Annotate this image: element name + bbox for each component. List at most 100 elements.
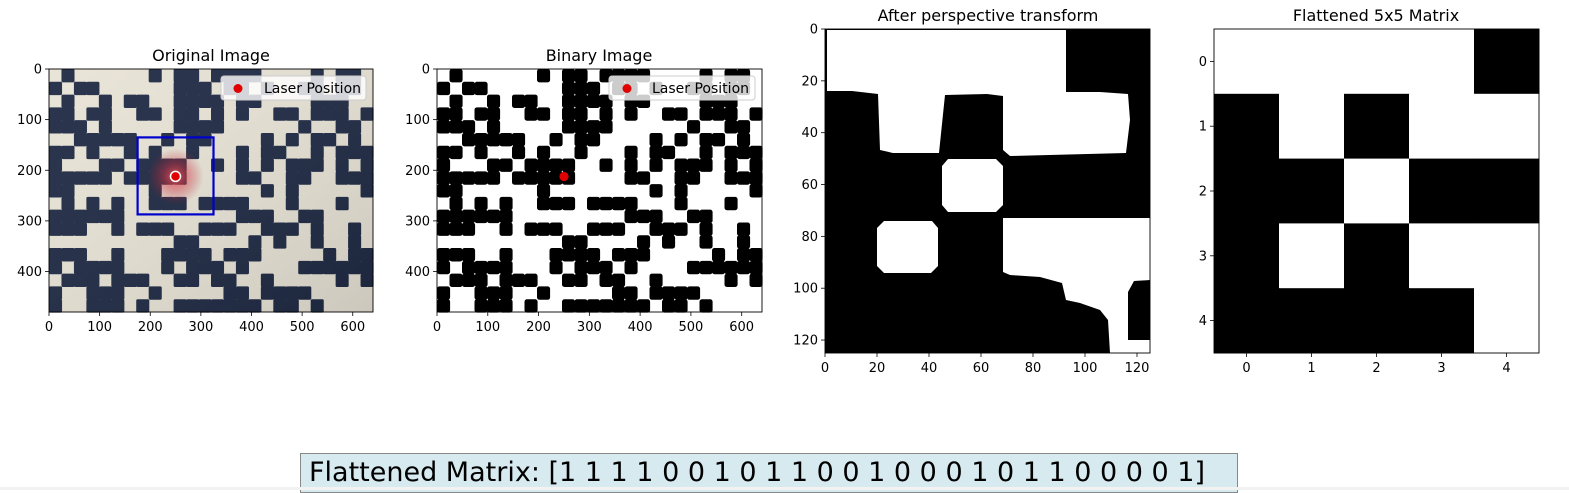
matrix-cell	[1344, 93, 1410, 160]
x-axis-ticks: 0 20 40 60 80 100 120	[821, 353, 1149, 376]
panel-perspective-transform: After perspective transform 0 20 40 60 80 100…	[793, 6, 1151, 376]
matrix-cell	[1409, 288, 1475, 354]
pattern-cell	[699, 132, 713, 147]
pattern-cell	[562, 94, 576, 108]
pattern-cell	[487, 107, 501, 121]
y-tick-label: 100	[793, 282, 818, 297]
y-tick-label: 400	[405, 265, 430, 280]
pattern-cell	[512, 171, 526, 185]
pattern-cell	[499, 222, 513, 236]
pattern-cell	[649, 273, 663, 288]
matrix-cell	[1214, 29, 1280, 95]
axes-frame	[48, 68, 374, 313]
pattern-cell	[662, 299, 676, 313]
pattern-cell	[487, 209, 501, 224]
pattern-cell	[599, 222, 613, 236]
x-tick-label: 300	[188, 320, 213, 335]
pattern-cell	[437, 260, 451, 275]
pattern-cell	[724, 120, 738, 134]
pattern-cell	[599, 260, 613, 275]
pattern-cell	[674, 107, 688, 121]
pattern-cell	[474, 299, 488, 313]
pattern-cell	[624, 171, 638, 185]
pattern-cell	[487, 286, 501, 300]
pattern-cell	[437, 158, 451, 172]
legend-label: Laser Position	[652, 81, 749, 97]
x-tick-label: 300	[577, 320, 602, 335]
x-tick-label: 600	[340, 320, 365, 335]
y-tick-label: 3	[1199, 249, 1207, 264]
legend-marker	[233, 84, 243, 93]
pattern-cell	[562, 235, 576, 249]
pattern-cell	[612, 273, 626, 288]
pattern-cell	[724, 260, 738, 275]
pattern-cell	[499, 299, 513, 313]
pattern-cell	[562, 69, 576, 83]
panel-title: Binary Image	[546, 46, 653, 65]
pattern-cell	[637, 171, 651, 185]
pattern-cell	[437, 107, 451, 121]
pattern-cell	[487, 171, 501, 185]
pattern-cell	[537, 196, 551, 211]
pattern-cell	[449, 222, 463, 236]
pattern-cell	[699, 107, 713, 121]
pattern-cell	[574, 107, 588, 121]
legend-label: Laser Position	[264, 81, 361, 97]
pattern-cell	[749, 184, 763, 198]
pattern-cell	[749, 158, 763, 172]
pattern-cell	[624, 196, 638, 211]
pattern-cell	[537, 184, 551, 198]
pattern-cell	[749, 107, 763, 121]
pattern-cell	[662, 222, 676, 236]
pattern-cell	[499, 260, 513, 275]
x-tick-label: 500	[678, 320, 703, 335]
matrix-cell	[1409, 158, 1475, 224]
pattern-cell	[462, 248, 476, 262]
pattern-cell	[712, 107, 726, 121]
pattern-cell	[737, 145, 751, 160]
pattern-cell	[449, 120, 463, 134]
matrix-cell	[1214, 223, 1280, 289]
pattern-cell	[674, 158, 688, 172]
x-tick-label: 40	[921, 361, 938, 376]
pattern-cell	[474, 209, 488, 224]
x-tick-label: 200	[526, 320, 551, 335]
x-tick-label: 0	[433, 320, 441, 335]
pattern-cell	[437, 145, 451, 160]
matrix-cell	[1409, 29, 1475, 95]
pattern-cell	[712, 260, 726, 275]
pattern-cell	[674, 132, 688, 147]
pattern-cell	[662, 235, 676, 249]
pattern-cell	[437, 171, 451, 185]
pattern-cell	[574, 299, 588, 313]
pattern-cell	[699, 158, 713, 172]
matrix-cell	[1409, 223, 1475, 289]
pattern-cell	[499, 132, 513, 147]
y-tick-label: 2	[1199, 185, 1207, 200]
pattern-cell	[712, 248, 726, 262]
y-tick-label: 20	[801, 74, 818, 89]
pattern-cell	[624, 209, 638, 224]
pattern-cell	[612, 286, 626, 300]
pattern-cell	[487, 120, 501, 134]
pattern-cell	[624, 299, 638, 313]
binary-image	[437, 69, 763, 313]
pattern-cell	[649, 145, 663, 160]
pattern-cell	[524, 222, 538, 236]
pattern-cell	[474, 196, 488, 211]
x-tick-label: 500	[290, 320, 315, 335]
pattern-cell	[537, 222, 551, 236]
pattern-cell	[624, 145, 638, 160]
axes-frame	[824, 28, 1151, 354]
pattern-cell	[462, 120, 476, 134]
pattern-cell	[649, 222, 663, 236]
pattern-cell	[499, 286, 513, 300]
pattern-cell	[574, 273, 588, 288]
matrix-cell	[1344, 223, 1410, 289]
matrix-cell	[1344, 29, 1410, 95]
pattern-cell	[562, 248, 576, 262]
pattern-cell	[612, 248, 626, 262]
pattern-cell	[449, 69, 463, 83]
pattern-cell	[699, 209, 713, 224]
pattern-cell	[687, 171, 701, 185]
